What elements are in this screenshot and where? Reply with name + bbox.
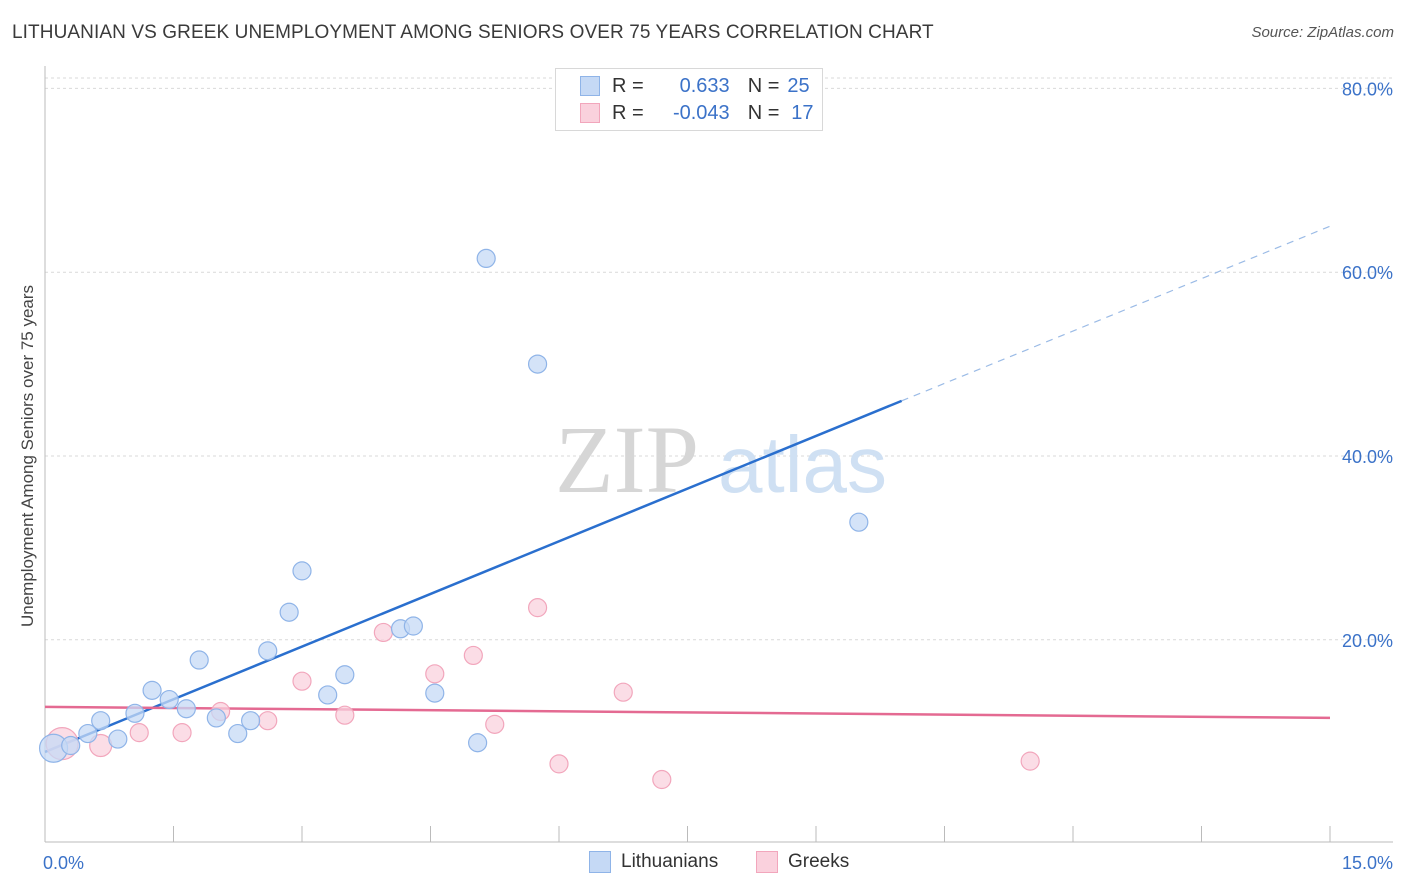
lithuanian-point bbox=[125, 703, 145, 723]
axis-layer bbox=[44, 66, 1393, 843]
lithuanian-point bbox=[228, 723, 248, 744]
greek-point bbox=[1020, 751, 1040, 771]
lithuanian-point bbox=[335, 665, 355, 685]
watermark-zip: ZIP bbox=[555, 406, 699, 513]
n-value: 17 bbox=[791, 101, 814, 124]
y-tick-label: 40.0% bbox=[1342, 447, 1393, 467]
y-tick-label: 80.0% bbox=[1342, 79, 1393, 99]
greek-point bbox=[172, 723, 192, 743]
lithuanian-point bbox=[142, 680, 162, 700]
r-value: -0.043 bbox=[672, 101, 730, 124]
lithuanian-point bbox=[258, 641, 278, 661]
chart-title: LITHUANIAN VS GREEK UNEMPLOYMENT AMONG S… bbox=[12, 22, 934, 43]
greek-point bbox=[613, 682, 633, 702]
greek-point bbox=[425, 664, 445, 684]
greek-point bbox=[527, 598, 548, 618]
greek-point bbox=[292, 671, 312, 691]
stats-legend: R = 0.633 N = 25 R = -0.043 N = 17 bbox=[555, 68, 823, 131]
lithuanian-point bbox=[61, 735, 81, 756]
lithuanian-point bbox=[241, 711, 261, 731]
lithuanian-point bbox=[189, 650, 209, 670]
x-tick-label: 0.0% bbox=[43, 853, 84, 873]
legend-swatch-lithuanians bbox=[589, 851, 611, 873]
r-value: 0.633 bbox=[679, 74, 730, 97]
lithuanian-point bbox=[279, 602, 299, 622]
legend-swatch-greeks bbox=[756, 851, 778, 873]
grid-layer bbox=[45, 77, 1393, 641]
lithuanian-point bbox=[403, 616, 423, 636]
legend-item-greeks: Greeks bbox=[756, 851, 849, 873]
lithuanian-point bbox=[476, 248, 496, 269]
greek-point bbox=[652, 769, 672, 790]
stats-legend-row-greeks: R = -0.043 N = 17 bbox=[580, 100, 817, 126]
y-tick-label: 60.0% bbox=[1342, 263, 1393, 283]
lithuanian-point bbox=[527, 354, 548, 374]
points-layer bbox=[38, 248, 1040, 790]
tick-labels: 20.0% 40.0% 60.0% 80.0% 0.0% 15.0% bbox=[43, 79, 1393, 873]
r-label: R = bbox=[612, 101, 644, 124]
trendline-lithuanians-extension bbox=[901, 225, 1331, 402]
legend-label-greeks: Greeks bbox=[788, 851, 850, 872]
greek-point bbox=[549, 754, 569, 774]
chart-source: Source: ZipAtlas.com bbox=[1251, 24, 1394, 41]
n-label: N = bbox=[747, 101, 780, 124]
greek-point bbox=[258, 711, 278, 731]
lithuanian-point bbox=[425, 683, 445, 703]
greek-point bbox=[463, 645, 483, 666]
stats-legend-row-lithuanians: R = 0.633 N = 25 bbox=[580, 73, 810, 99]
lithuanian-point bbox=[108, 729, 128, 749]
legend-label-lithuanians: Lithuanians bbox=[621, 851, 719, 872]
lithuanian-point bbox=[318, 685, 338, 705]
legend-item-lithuanians: Lithuanians bbox=[589, 851, 718, 873]
lithuanian-point bbox=[176, 699, 196, 719]
n-value: 25 bbox=[787, 74, 810, 97]
greek-point bbox=[335, 705, 355, 725]
greeks-swatch bbox=[580, 103, 600, 123]
lithuanian-point bbox=[849, 512, 869, 532]
y-tick-label: 20.0% bbox=[1342, 631, 1393, 651]
trendline-greeks bbox=[44, 705, 1331, 720]
n-label: N = bbox=[747, 74, 780, 97]
lithuanian-point bbox=[206, 708, 226, 728]
x-tick-label: 15.0% bbox=[1342, 853, 1393, 873]
y-axis-title: Unemployment Among Seniors over 75 years bbox=[18, 284, 37, 628]
lithuanian-point bbox=[159, 689, 179, 710]
greek-point bbox=[129, 723, 149, 743]
trendline-lithuanians bbox=[44, 399, 903, 754]
lithuanian-point bbox=[78, 723, 98, 744]
lithuanian-point bbox=[468, 733, 488, 753]
greek-point bbox=[373, 622, 393, 643]
r-label: R = bbox=[612, 74, 644, 97]
trend-layer bbox=[44, 225, 1331, 754]
lithuanian-point bbox=[292, 561, 312, 581]
watermark: ZIP atlas bbox=[555, 406, 887, 513]
greek-point bbox=[485, 714, 505, 734]
lithuanian-point bbox=[91, 711, 111, 731]
lithuanians-swatch bbox=[580, 76, 600, 96]
